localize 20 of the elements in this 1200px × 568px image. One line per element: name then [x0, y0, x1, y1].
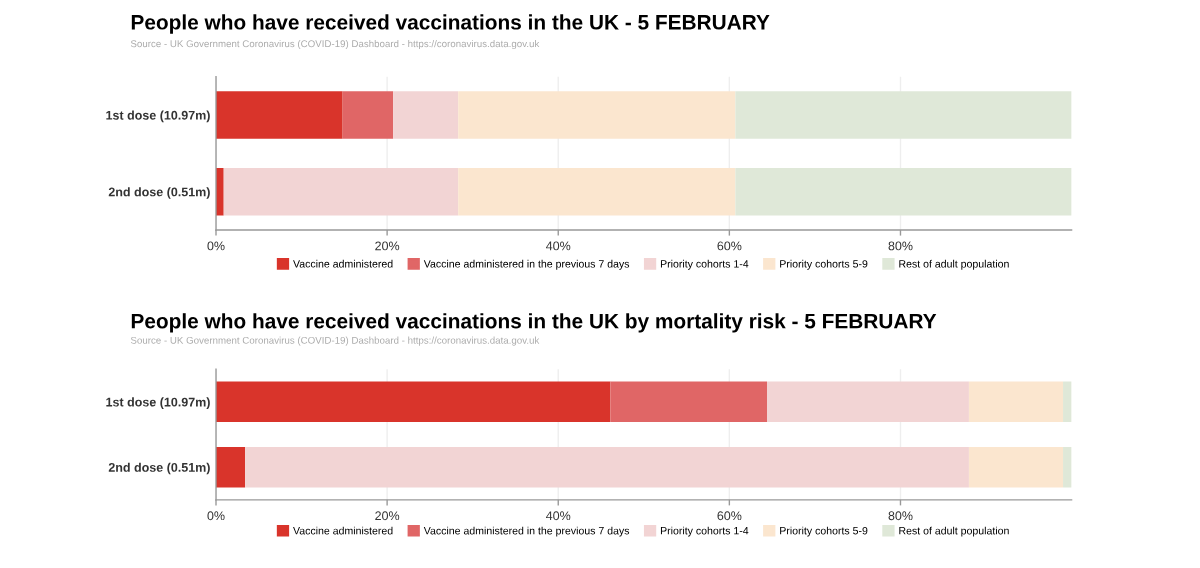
- chart-title: People who have received vaccinations in the UK by mortality risk - 5 FEBRUARY: [131, 313, 937, 333]
- bar: [342, 91, 394, 139]
- bar: [458, 167, 736, 216]
- bar: [216, 91, 343, 139]
- bar: [767, 381, 969, 423]
- bar: [216, 381, 611, 423]
- bar: [968, 446, 1064, 488]
- bar: [216, 446, 246, 488]
- bar: [245, 446, 969, 488]
- bar: [216, 167, 224, 216]
- bar: [223, 167, 459, 216]
- bar: [735, 167, 1072, 216]
- bar: [393, 91, 459, 139]
- bar: [1063, 446, 1072, 488]
- bar: [458, 91, 736, 139]
- bar: [735, 91, 1072, 139]
- bar: [610, 381, 768, 423]
- chart-title: People who have received vaccinations in the UK - 5 FEBRUARY: [131, 14, 770, 34]
- bar: [968, 381, 1064, 423]
- bar: [1063, 381, 1072, 423]
